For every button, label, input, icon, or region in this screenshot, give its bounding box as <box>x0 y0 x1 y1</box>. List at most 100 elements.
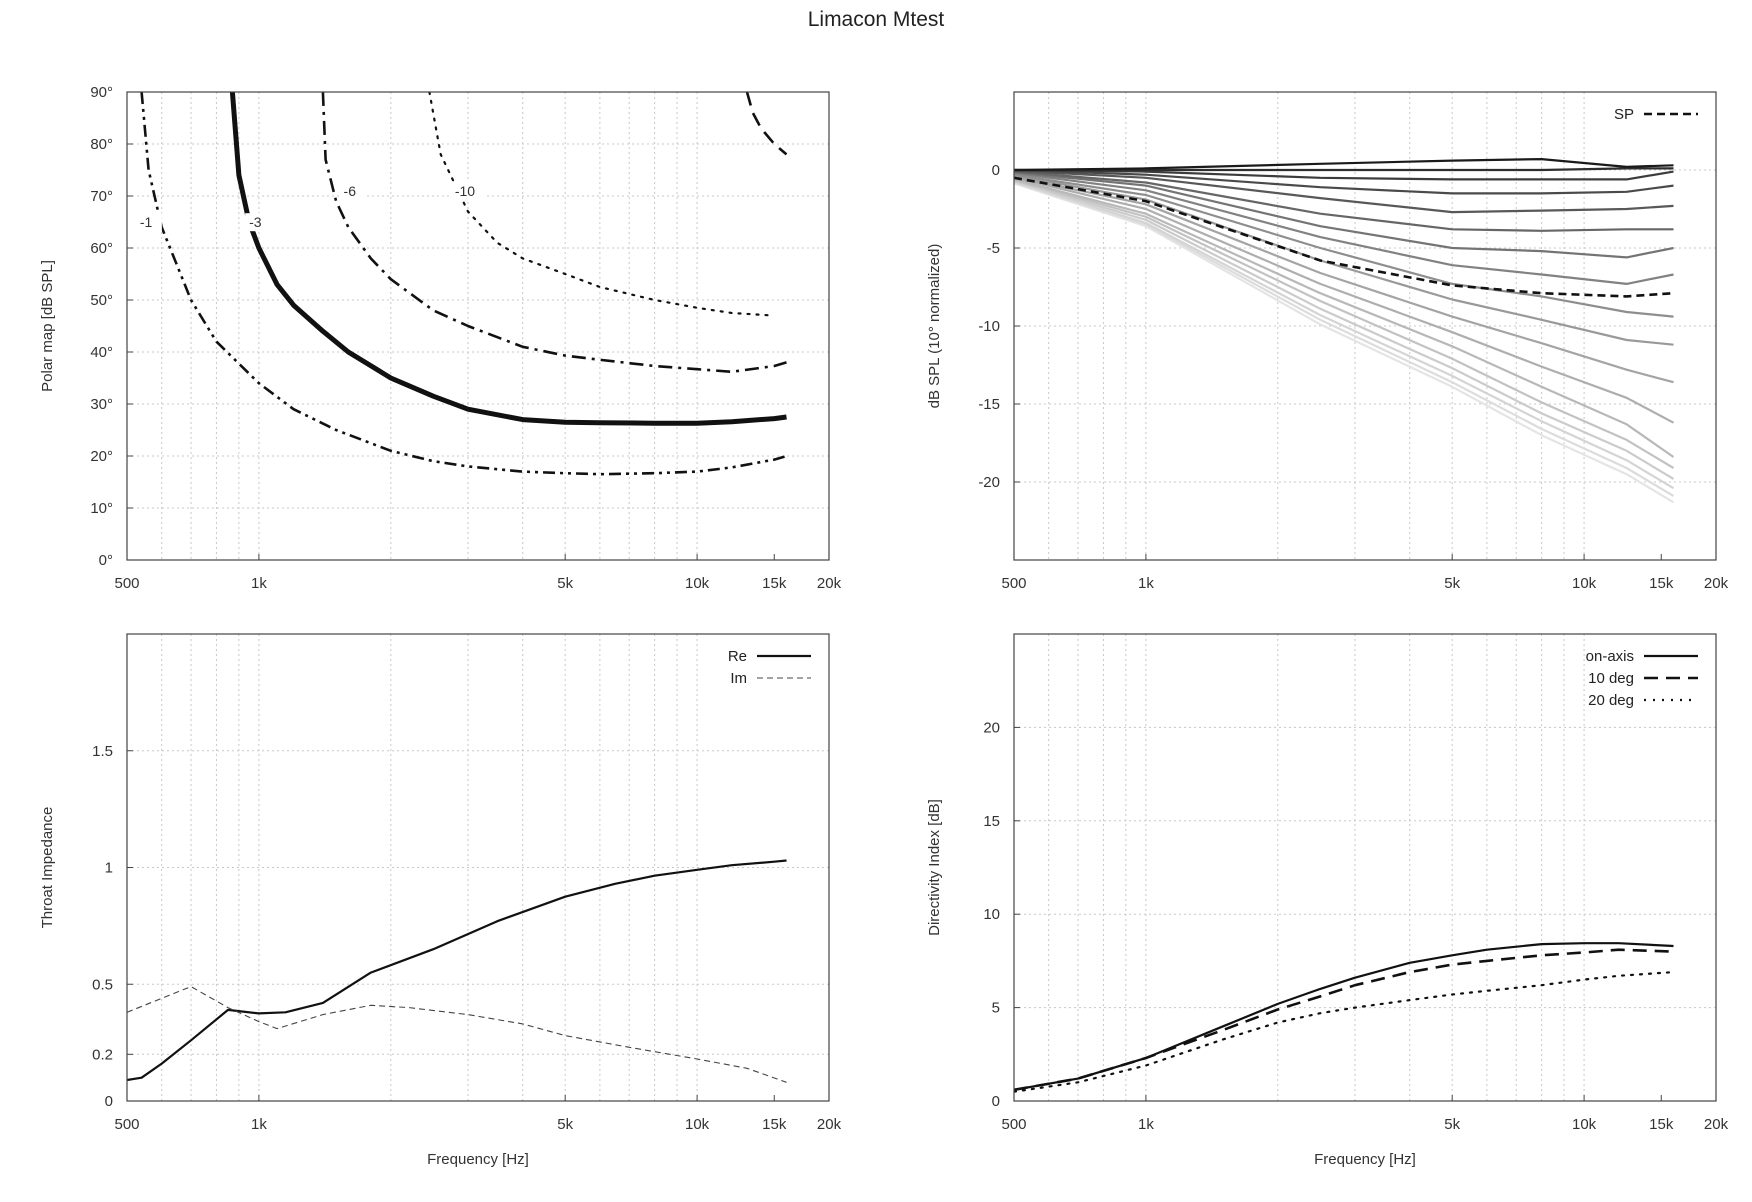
x-tick-label: 1k <box>1138 575 1154 592</box>
y-tick-label: -15 <box>978 396 1000 413</box>
legend: on-axis 10 deg 20 deg <box>1586 648 1698 709</box>
legend-label: SP <box>1614 106 1634 123</box>
y-tick-label: 0 <box>992 162 1000 179</box>
series-line <box>1014 179 1675 469</box>
grid <box>127 634 829 1101</box>
x-tick-label: 20k <box>1704 1116 1729 1133</box>
series-line-re <box>127 859 787 1082</box>
plot-frame <box>1013 91 1717 561</box>
legend-label: Re <box>728 648 747 665</box>
x-tick-label: 10k <box>1572 575 1597 592</box>
series-line-sp <box>1014 176 1674 298</box>
x-tick-label: 500 <box>1001 575 1026 592</box>
series-line <box>1014 172 1674 285</box>
y-tick-label: 1 <box>105 860 113 877</box>
contour-label-bg <box>135 213 162 232</box>
x-tick-label: 500 <box>1001 1116 1026 1133</box>
series-line-on-axis <box>1014 942 1674 1091</box>
series-line <box>1014 158 1674 172</box>
y-tick-label: 0° <box>99 552 113 569</box>
y-tick-label: 50° <box>90 292 113 309</box>
contour-label: -10 <box>455 183 475 199</box>
x-tick-label: 500 <box>114 1116 139 1133</box>
contour-label: -3 <box>249 214 262 230</box>
x-tick-label: 10k <box>685 1116 710 1133</box>
figure-title: Limacon Mtest <box>808 8 945 31</box>
y-tick-label: 20 <box>983 719 1000 736</box>
x-tick-label: 1k <box>251 1116 267 1133</box>
series-line <box>1014 179 1675 480</box>
series-line <box>1014 174 1674 346</box>
series-line <box>1014 168 1674 195</box>
series-line-contour3 <box>229 92 787 426</box>
x-tick-label: 10k <box>1572 1116 1597 1133</box>
plot-frame <box>126 91 830 561</box>
series-line-contour6 <box>321 92 787 374</box>
y-axis-label: Throat Impedance <box>39 807 56 929</box>
y-tick-label: 0.5 <box>92 976 113 993</box>
y-tick-label: 60° <box>90 240 113 257</box>
legend-label: on-axis <box>1586 648 1634 665</box>
x-tick-label: 15k <box>1649 575 1674 592</box>
contour-label-bg <box>245 213 272 232</box>
chart-directivity-index: 500 1k 5k 10k 15k 20k 0 5 10 15 20 Directivity Inde… <box>926 633 1729 1168</box>
y-tick-label: 40° <box>90 344 113 361</box>
legend: Re Im <box>728 648 811 687</box>
series-line-contour1 <box>140 92 787 476</box>
y-axis-label: Directivity Index [dB] <box>926 799 943 936</box>
series-line <box>1014 171 1674 259</box>
chart-throat-impedance: 500 1k 5k 10k 15k 20k 0 0.2 0.5 1 1.5 Throat Impeda… <box>39 633 842 1168</box>
x-tick-label: 10k <box>685 575 710 592</box>
y-tick-label: 10 <box>983 906 1000 923</box>
series-line <box>1014 173 1674 318</box>
y-tick-label: 30° <box>90 396 113 413</box>
y-tick-label: 90° <box>90 84 113 101</box>
legend-label: Im <box>730 670 747 687</box>
contour-label: -6 <box>344 183 357 199</box>
x-tick-label: 20k <box>817 575 842 592</box>
x-tick-label: 15k <box>762 1116 787 1133</box>
x-tick-label: 5k <box>1444 1116 1460 1133</box>
series-group <box>1014 942 1675 1093</box>
chart-normalized-spl: 500 1k 5k 10k 15k 20k 0 -5 -10 -15 -20 dB SPL (10° … <box>926 91 1729 592</box>
x-tick-label: 5k <box>557 575 573 592</box>
series-line <box>1014 169 1674 214</box>
grid <box>1014 634 1716 1101</box>
series-group <box>140 92 788 476</box>
contour-label-bg <box>339 182 366 200</box>
series-line <box>1014 176 1675 424</box>
y-tick-label: 0.2 <box>92 1046 113 1063</box>
x-tick-label: 15k <box>1649 1116 1674 1133</box>
series-group <box>1014 158 1675 504</box>
series-line <box>1014 167 1674 172</box>
grid <box>127 92 829 560</box>
series-line <box>1014 181 1675 497</box>
x-tick-label: 5k <box>1444 575 1460 592</box>
series-line-20-deg <box>1014 970 1675 1093</box>
x-tick-label: 15k <box>762 575 787 592</box>
y-tick-label: 0 <box>105 1093 113 1110</box>
y-tick-label: 80° <box>90 136 113 153</box>
series-line <box>1014 178 1675 458</box>
x-tick-label: 20k <box>817 1116 842 1133</box>
series-line-im <box>127 986 787 1083</box>
x-tick-label: 1k <box>251 575 267 592</box>
y-axis-label: dB SPL (10° normalized) <box>926 244 943 409</box>
legend: SP <box>1614 106 1698 123</box>
x-tick-label: 5k <box>557 1116 573 1133</box>
y-tick-label: 5 <box>992 1000 1000 1017</box>
y-tick-label: 70° <box>90 188 113 205</box>
contour-label: -1 <box>140 214 153 230</box>
series-line <box>1014 170 1674 232</box>
legend-label: 10 deg <box>1588 670 1634 687</box>
series-line <box>1014 180 1675 490</box>
contour-label-bg <box>450 182 486 200</box>
y-tick-label: 15 <box>983 813 1000 830</box>
y-tick-label: 0 <box>992 1093 1000 1110</box>
series-line <box>745 92 788 156</box>
series-group <box>127 859 787 1083</box>
x-tick-label: 500 <box>114 575 139 592</box>
y-tick-label: -20 <box>978 474 1000 491</box>
series-line <box>1014 182 1675 504</box>
